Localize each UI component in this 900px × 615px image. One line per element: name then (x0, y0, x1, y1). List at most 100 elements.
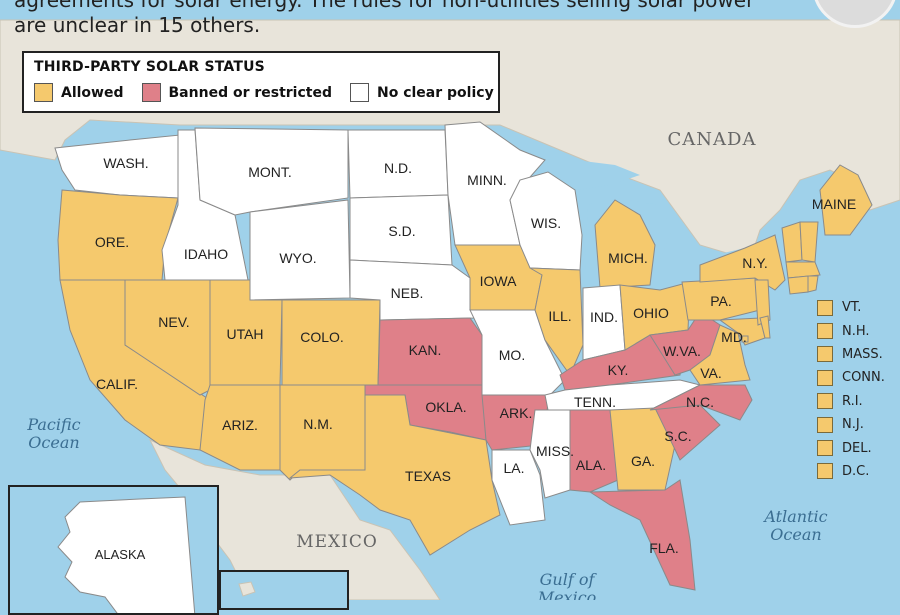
state-label-neb: NEB. (391, 285, 424, 301)
state-n-j (754, 279, 771, 326)
state-label-ala: ALA. (576, 457, 606, 473)
state-r-i (807, 275, 819, 293)
alaska-map: ALASKA (57, 496, 196, 613)
small-state-vt: VT. (817, 296, 885, 319)
state-mass (785, 261, 821, 279)
state-label-iowa: IOWA (480, 273, 517, 289)
alaska-inset: ALASKA (8, 485, 219, 615)
state-label-ohio: OHIO (633, 305, 669, 321)
legend-item-banned: Banned or restricted (141, 83, 332, 102)
state-ga (609, 407, 676, 491)
state-label-n-y: N.Y. (742, 255, 767, 271)
state-label-va: VA. (700, 365, 722, 381)
small-states-list: VT. N.H. MASS. CONN. R.I. N.J. DEL. D.C. (817, 296, 885, 483)
state-maine (819, 164, 873, 236)
state-label-ariz: ARIZ. (222, 417, 258, 433)
small-state-label: R.I. (842, 393, 863, 409)
state-label-md: MD. (721, 329, 747, 345)
small-state-del: DEL. (817, 436, 885, 459)
state-label-miss: MISS. (536, 443, 574, 459)
state-tenn (544, 379, 702, 411)
state-label-kan: KAN. (409, 342, 442, 358)
small-state-swatch (817, 323, 833, 340)
state-label-ga: GA. (631, 453, 655, 469)
small-state-label: DEL. (842, 440, 872, 456)
state-label-ore: ORE. (95, 234, 129, 250)
state-ala (569, 409, 619, 493)
state-label-calif: CALIF. (96, 376, 138, 392)
small-state-r-i: R.I. (817, 390, 885, 413)
state-label-mich: MICH. (608, 250, 648, 266)
hawaii-island (238, 581, 256, 597)
small-state-swatch (817, 346, 833, 363)
hawaii-inset (219, 570, 349, 610)
legend-label-unclear: No clear policy (377, 84, 494, 101)
state-label-w-va: W.VA. (663, 343, 701, 359)
gulf-label: Gulf of Mexico (537, 570, 598, 600)
legend-items: Allowed Banned or restricted No clear po… (34, 83, 494, 102)
state-label-idaho: IDAHO (184, 246, 228, 262)
legend-item-unclear: No clear policy (350, 83, 494, 102)
small-state-swatch (817, 299, 833, 316)
intro-line-1: agreements for solar energy. The rules f… (14, 0, 755, 12)
state-label-okla: OKLA. (425, 399, 466, 415)
mexico-label: MEXICO (296, 532, 378, 552)
state-label-la: LA. (503, 460, 524, 476)
small-state-d-c: D.C. (817, 460, 885, 483)
state-label-utah: UTAH (226, 326, 263, 342)
small-state-label: MASS. (842, 346, 883, 362)
hawaii-map (238, 581, 256, 597)
canada-label: CANADA (668, 129, 757, 150)
states-layer (54, 121, 873, 591)
state-ill (529, 267, 584, 377)
state-label-tenn: TENN. (574, 394, 616, 410)
state-conn (787, 275, 809, 295)
state-label-maine: MAINE (812, 196, 856, 212)
state-label-ky: KY. (608, 362, 629, 378)
state-fla (588, 479, 696, 591)
intro-text: agreements for solar energy. The rules f… (14, 0, 834, 38)
state-n-m (279, 384, 366, 481)
state-label-pa: PA. (710, 293, 732, 309)
state-nev (124, 279, 211, 396)
state-label-wyo: WYO. (279, 250, 316, 266)
state-label-mo: MO. (499, 347, 525, 363)
state-label-ind: IND. (590, 309, 618, 325)
state-vt (781, 221, 803, 263)
legend-swatch-banned (141, 83, 161, 102)
state-label-n-m: N.M. (303, 416, 333, 432)
small-state-conn: CONN. (817, 366, 885, 389)
small-state-swatch (817, 463, 833, 480)
state-label-texas: TEXAS (405, 468, 451, 484)
state-label-n-d: N.D. (384, 160, 412, 176)
state-texas (288, 394, 501, 556)
state-label-s-d: S.D. (388, 223, 415, 239)
state-label-wis: WIS. (531, 215, 561, 231)
state-label-ark: ARK. (500, 405, 533, 421)
legend: THIRD-PARTY SOLAR STATUS Allowed Banned … (22, 51, 500, 113)
pacific-ocean-label: Pacific Ocean (26, 415, 80, 452)
state-label-minn: MINN. (467, 172, 507, 188)
state-va (689, 324, 751, 386)
state-label-nev: NEV. (158, 314, 189, 330)
small-state-swatch (817, 440, 833, 457)
labels-layer: WASH. ORE. CALIF. IDAHO NEV. MONT. WYO. UTAH ARI… (95, 155, 856, 556)
atlantic-ocean-label: Atlantic Ocean (762, 507, 827, 544)
small-state-label: CONN. (842, 370, 885, 386)
small-state-n-h: N.H. (817, 319, 885, 342)
small-state-label: N.J. (842, 417, 864, 433)
small-state-swatch (817, 393, 833, 410)
us-map: WASH. ORE. CALIF. IDAHO NEV. MONT. WYO. UTAH ARI… (0, 19, 900, 600)
small-state-label: D.C. (842, 463, 870, 479)
state-wis (509, 171, 583, 271)
state-n-y (699, 234, 786, 291)
small-state-swatch (817, 416, 833, 433)
state-md (718, 317, 766, 346)
small-state-label: VT. (842, 300, 862, 316)
state-label-ill: ILL. (548, 308, 571, 324)
alaska-label: ALASKA (95, 547, 146, 562)
legend-title: THIRD-PARTY SOLAR STATUS (34, 59, 265, 75)
legend-swatch-unclear (350, 83, 369, 102)
state-label-colo: COLO. (300, 329, 344, 345)
legend-swatch-allowed (34, 83, 53, 102)
